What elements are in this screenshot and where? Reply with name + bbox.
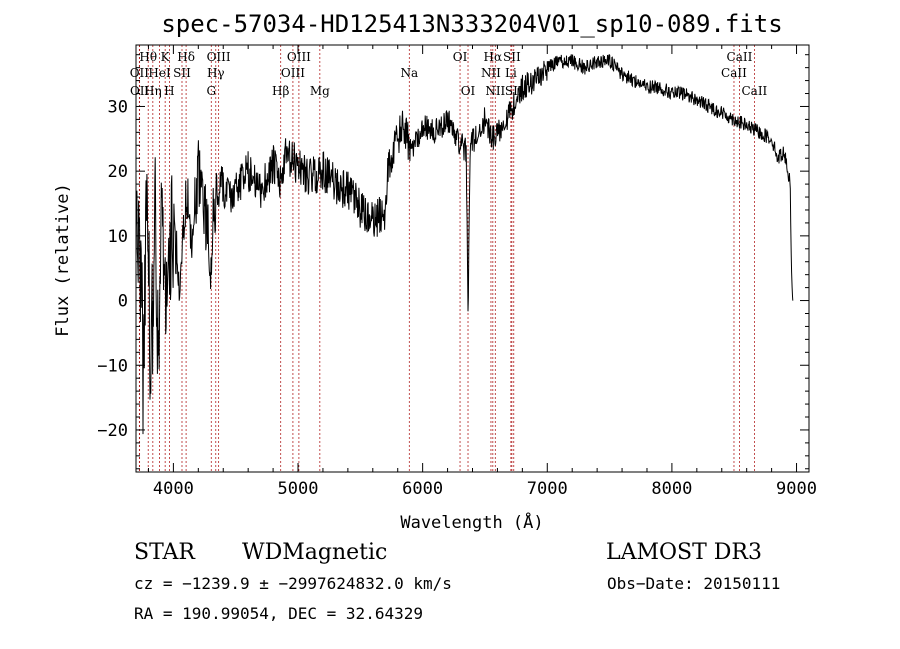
spectral-line-label: OII: [130, 66, 150, 80]
x-tick-label: 9000: [776, 479, 817, 499]
y-tick-label: 0: [118, 292, 128, 312]
spectral-line-label: Hη: [144, 84, 162, 98]
redshift-text: cz = −1239.9 ± −2997624832.0 km/s: [134, 574, 452, 593]
spectral-line-label: Hδ: [177, 50, 195, 64]
spectral-line-label: NII: [481, 66, 501, 80]
spectral-line-label: Li: [505, 66, 517, 80]
x-tick-label: 8000: [651, 479, 692, 499]
spectral-line-label: Hα: [484, 50, 503, 64]
spectral-line-labels: HθOIIOIIHηHeIKHSIIHδGHγOIIIHβOIIIOIIIMgN…: [130, 50, 768, 98]
spectral-line-label: K: [161, 50, 171, 64]
spectral-line-label: Na: [400, 66, 418, 80]
coordinates-text: RA = 190.99054, DEC = 32.64329: [134, 604, 423, 623]
x-tick-label: 6000: [402, 479, 443, 499]
spectral-line-label: Hβ: [272, 84, 289, 98]
y-axis-label: Flux (relative): [53, 183, 73, 337]
spectral-line-label: CaII: [727, 50, 753, 64]
y-tick-label: −20: [97, 421, 128, 441]
survey-name: LAMOST DR3: [606, 540, 762, 565]
spectral-line-label: HeI: [148, 66, 171, 80]
spectral-line-markers: [138, 45, 755, 472]
spectral-line-label: Hγ: [207, 66, 225, 80]
spectral-line-label: OI: [453, 50, 468, 64]
x-tick-label: 7000: [527, 479, 568, 499]
spectral-line-label: OII: [130, 84, 150, 98]
object-class: STAR: [134, 540, 196, 565]
spectral-line-label: OIII: [281, 66, 305, 80]
y-tick-label: −10: [97, 356, 128, 376]
y-tick-label: 20: [108, 162, 128, 182]
y-axis-ticks: −20 −10 0 10 20 30: [97, 54, 809, 470]
flux-series-line: [135, 53, 794, 435]
spectral-line-label: OIII: [287, 50, 311, 64]
spectral-line-label: SII: [503, 50, 521, 64]
x-tick-label: 5000: [278, 479, 319, 499]
spectral-line-label: SII: [173, 66, 191, 80]
spectral-line-label: CaII: [721, 66, 747, 80]
spectral-line-label: OI: [461, 84, 476, 98]
y-tick-label: 30: [108, 97, 128, 117]
spectral-line-label: Hθ: [139, 50, 157, 64]
x-axis-ticks: 4000 5000 6000 7000 8000 9000: [147, 45, 817, 499]
spectral-line-label: G: [206, 84, 216, 98]
spectral-line-label: Mg: [310, 84, 330, 98]
object-subclass: WDMagnetic: [242, 540, 387, 565]
spectral-line-label: OIII: [207, 50, 231, 64]
spectral-line-label: CaII: [741, 84, 767, 98]
x-tick-label: 4000: [153, 479, 194, 499]
y-tick-label: 10: [108, 227, 128, 247]
spectral-line-label: H: [164, 84, 174, 98]
spectral-line-label: NII: [485, 84, 505, 98]
x-axis-label: Wavelength (Å): [400, 511, 543, 533]
obs-date-text: Obs−Date: 20150111: [607, 574, 780, 593]
chart-title: spec-57034-HD125413N333204V01_sp10-089.f…: [161, 10, 782, 38]
